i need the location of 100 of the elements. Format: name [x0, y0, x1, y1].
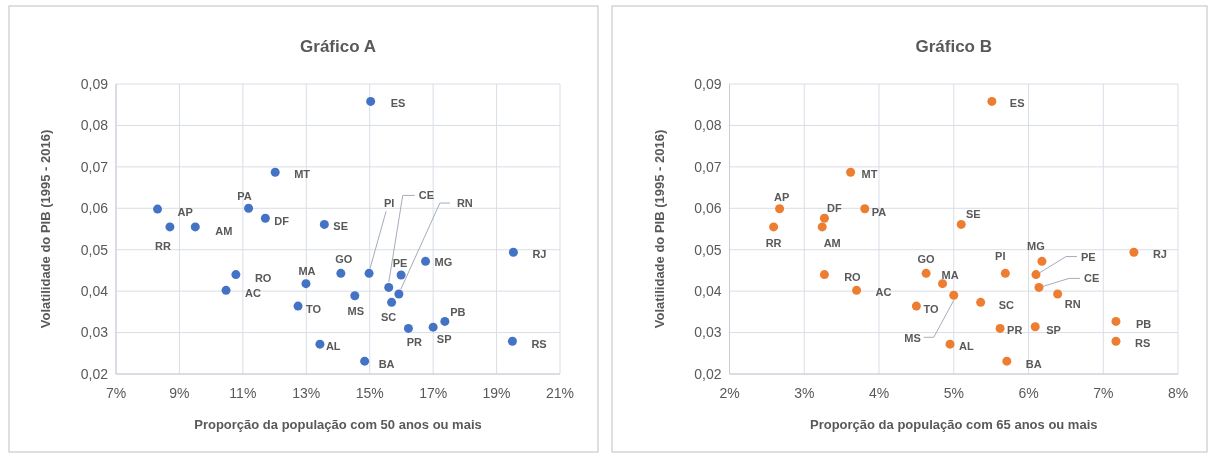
- point: [852, 285, 862, 295]
- point: [945, 339, 955, 349]
- x-tick-label: 11%: [229, 385, 257, 401]
- x-tick-label: 8%: [1167, 385, 1189, 401]
- annotation: RR: [154, 239, 171, 252]
- annotation: RS: [1134, 337, 1151, 350]
- point: [384, 282, 394, 292]
- point: [860, 204, 870, 214]
- point: [231, 270, 241, 280]
- annotation: RJ: [1152, 248, 1167, 261]
- x-tick-label: 19%: [482, 385, 511, 401]
- x-tick-label: 9%: [169, 385, 190, 401]
- annotation: SC: [998, 299, 1014, 312]
- y-axis-title: Volatilidade do PIB (1995 - 2016): [38, 129, 53, 329]
- annotation: MS: [347, 304, 365, 317]
- y-tick-label: 0,05: [694, 241, 722, 258]
- point: [819, 213, 829, 223]
- point: [364, 268, 374, 278]
- chart-title: Gráfico B: [915, 37, 993, 56]
- point: [366, 96, 376, 106]
- annotation: SP: [436, 333, 452, 346]
- annotation: AP: [773, 190, 790, 203]
- annotation: DF: [827, 202, 843, 215]
- annotation: MG: [1027, 240, 1045, 253]
- annotation: PA: [871, 205, 887, 218]
- point: [396, 270, 406, 280]
- annotation: PE: [1080, 251, 1096, 264]
- point: [301, 279, 311, 289]
- annotation: CE: [418, 189, 435, 202]
- point: [350, 291, 360, 301]
- point: [911, 301, 921, 311]
- point: [293, 301, 303, 311]
- point: [817, 222, 827, 232]
- annotation: ES: [1009, 97, 1025, 110]
- point: [1053, 289, 1063, 299]
- point: [1129, 247, 1139, 257]
- y-tick-label: 0,04: [694, 283, 722, 300]
- annotation: MT: [861, 168, 878, 181]
- annotation: PR: [406, 336, 423, 349]
- annotation: SP: [1046, 323, 1061, 336]
- annotation: RN: [1064, 297, 1081, 310]
- point: [1111, 316, 1121, 326]
- annotation: AM: [823, 236, 841, 249]
- annotation: AM: [215, 224, 233, 237]
- y-tick-label: 0,08: [80, 117, 109, 134]
- annotation: RO: [254, 272, 272, 285]
- point: [921, 268, 931, 278]
- x-tick-label: 15%: [355, 385, 384, 401]
- annotation: GO: [917, 253, 936, 266]
- annotation: SC: [380, 311, 397, 324]
- y-tick-label: 0,03: [694, 324, 722, 341]
- y-tick-label: 0,04: [80, 283, 109, 300]
- annotation: AL: [959, 340, 974, 353]
- point: [775, 204, 785, 214]
- annotation: PI: [995, 250, 1006, 263]
- x-tick-label: 7%: [105, 385, 127, 401]
- y-tick-label: 0,05: [80, 241, 109, 258]
- annotation: TO: [923, 302, 939, 315]
- point: [976, 297, 986, 307]
- point: [1030, 322, 1040, 332]
- point: [987, 96, 997, 106]
- point: [1034, 282, 1044, 292]
- annotation: BA: [378, 358, 395, 371]
- x-tick-label: 7%: [1093, 385, 1114, 401]
- annotation: PB: [1135, 318, 1152, 331]
- annotation: GO: [335, 253, 353, 266]
- annotation: MT: [294, 168, 311, 181]
- point: [421, 256, 431, 266]
- annotation: MA: [298, 264, 316, 277]
- point: [244, 203, 254, 213]
- y-tick-label: 0,09: [694, 75, 722, 92]
- annotation: SE: [965, 208, 981, 221]
- point: [165, 222, 175, 232]
- x-tick-label: 6%: [1018, 385, 1039, 401]
- point: [938, 279, 948, 289]
- point: [319, 219, 329, 229]
- annotation: MG: [434, 256, 453, 269]
- point: [508, 247, 518, 257]
- annotation: DF: [274, 215, 290, 228]
- y-tick-label: 0,02: [80, 365, 109, 382]
- point: [153, 204, 163, 214]
- point: [1031, 270, 1041, 280]
- y-tick-label: 0,03: [80, 324, 109, 341]
- point: [846, 167, 856, 177]
- point: [949, 290, 959, 300]
- x-tick-label: 3%: [794, 385, 815, 401]
- y-tick-label: 0,06: [694, 200, 722, 217]
- x-axis-title: Proporção da população com 50 anos ou mais: [194, 417, 482, 432]
- annotation: PE: [392, 256, 408, 269]
- point: [1111, 336, 1121, 346]
- x-tick-label: 13%: [292, 385, 321, 401]
- y-tick-label: 0,06: [80, 200, 109, 217]
- point: [336, 268, 346, 278]
- x-tick-label: 21%: [545, 385, 575, 401]
- y-axis-title: Volatilidade do PIB (1995 - 2016): [651, 129, 667, 329]
- point: [387, 297, 397, 307]
- point: [440, 316, 450, 326]
- annotation: BA: [1025, 358, 1042, 371]
- y-tick-label: 0,07: [80, 158, 109, 175]
- point: [1000, 268, 1010, 278]
